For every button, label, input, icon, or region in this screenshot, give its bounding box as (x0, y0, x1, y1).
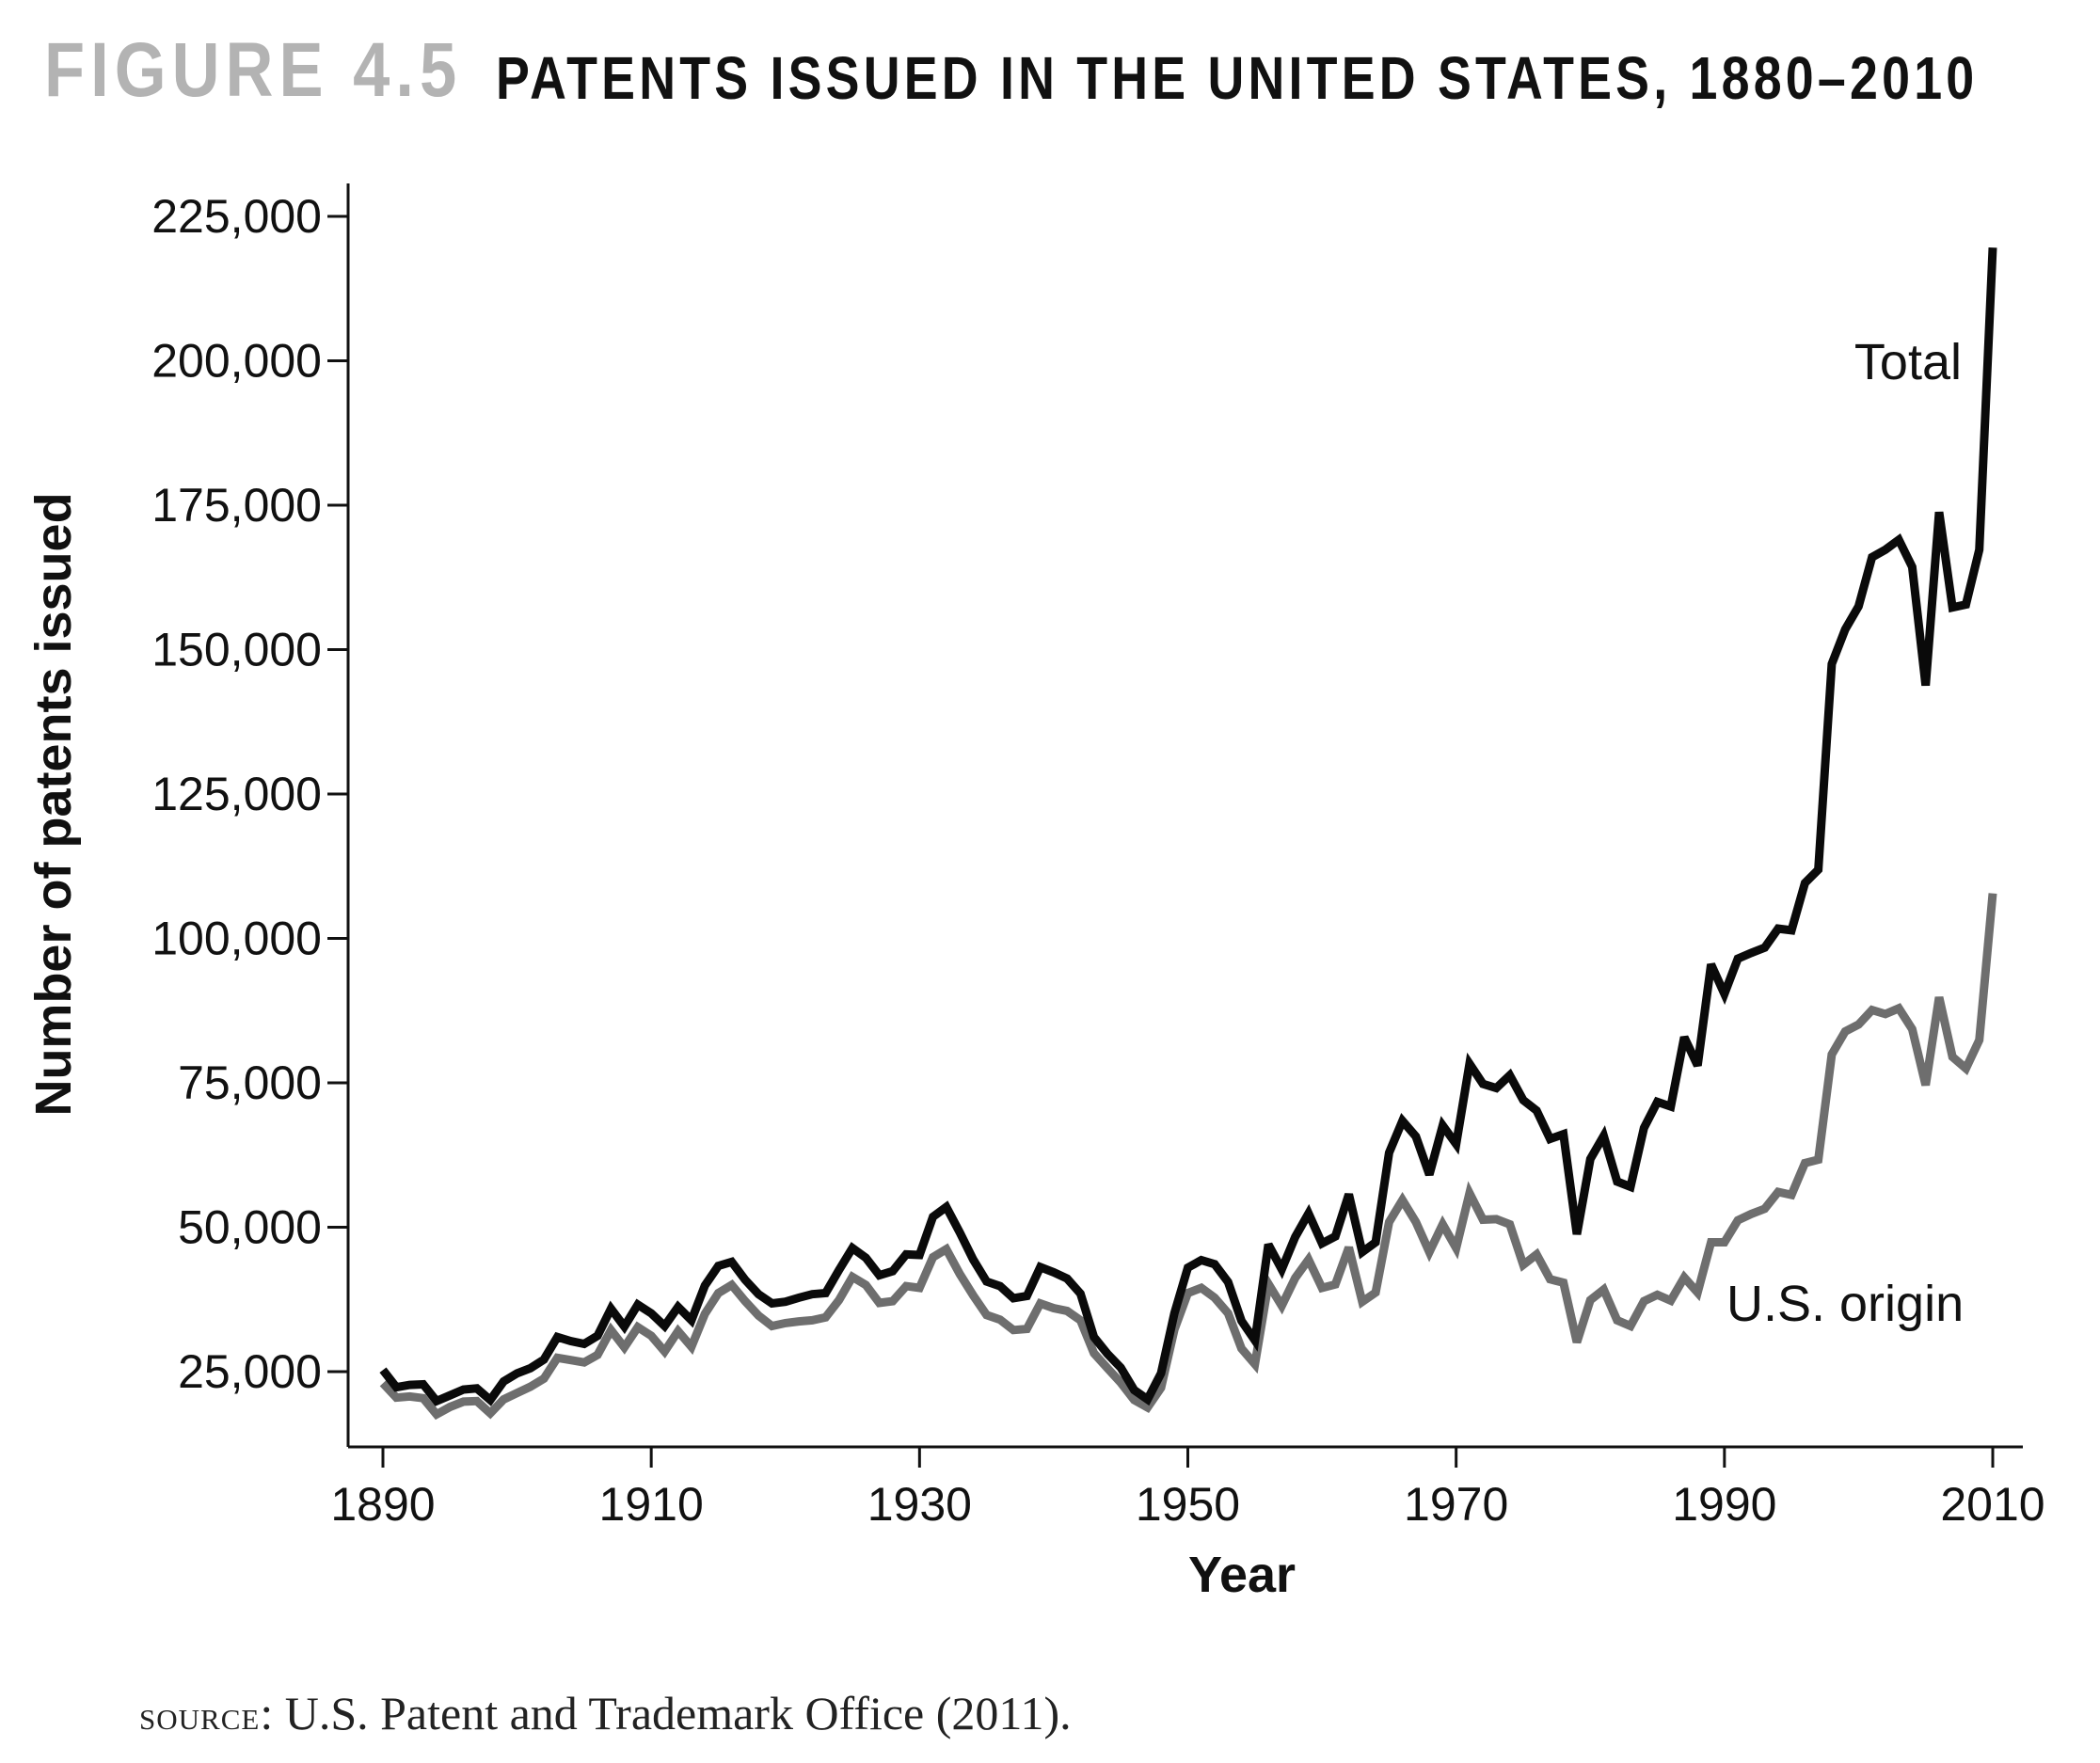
x-tick-label: 1990 (1672, 1478, 1776, 1531)
x-tick-label: 1910 (599, 1478, 704, 1531)
y-tick-label: 100,000 (151, 913, 322, 965)
x-tick-label: 1930 (867, 1478, 972, 1531)
series-label-total: Total (1854, 334, 1962, 390)
x-axis-title: Year (1188, 1547, 1296, 1603)
series-line-total (379, 246, 1997, 1406)
series-layer (379, 246, 1997, 1421)
y-tick-label: 150,000 (151, 624, 322, 676)
y-axis-title: Number of patents issued (25, 492, 82, 1116)
source-prefix: source (139, 1692, 261, 1739)
y-tick-label: 175,000 (151, 479, 322, 532)
y-tick-label: 75,000 (178, 1056, 322, 1109)
x-tick-label: 1970 (1404, 1478, 1508, 1531)
figure-title: PATENTS ISSUED IN THE UNITED STATES, 188… (496, 44, 1979, 112)
figure-number: FIGURE 4.5 (44, 27, 463, 113)
y-tick-label: 50,000 (178, 1201, 322, 1254)
series-line-u-s-origin (379, 893, 1997, 1421)
x-tick-label: 2010 (1940, 1478, 2044, 1531)
y-tick-label: 125,000 (151, 768, 322, 820)
chart-axes: 25,000 50,000 75,000 100,000 125,000 150,000 1… (151, 183, 2045, 1531)
series-label-us-origin: U.S. origin (1726, 1276, 1964, 1332)
y-tick-label: 200,000 (151, 335, 322, 388)
x-tick-label: 1950 (1136, 1478, 1240, 1531)
source-note: source: U.S. Patent and Trademark Office… (139, 1686, 1072, 1740)
y-tick-label: 225,000 (151, 190, 322, 243)
figure-header: FIGURE 4.5 PATENTS ISSUED IN THE UNITED … (44, 26, 2067, 130)
source-text: : U.S. Patent and Trademark Office (2011… (260, 1687, 1072, 1739)
y-tick-label: 25,000 (178, 1345, 322, 1398)
x-tick-label: 1890 (330, 1478, 435, 1531)
